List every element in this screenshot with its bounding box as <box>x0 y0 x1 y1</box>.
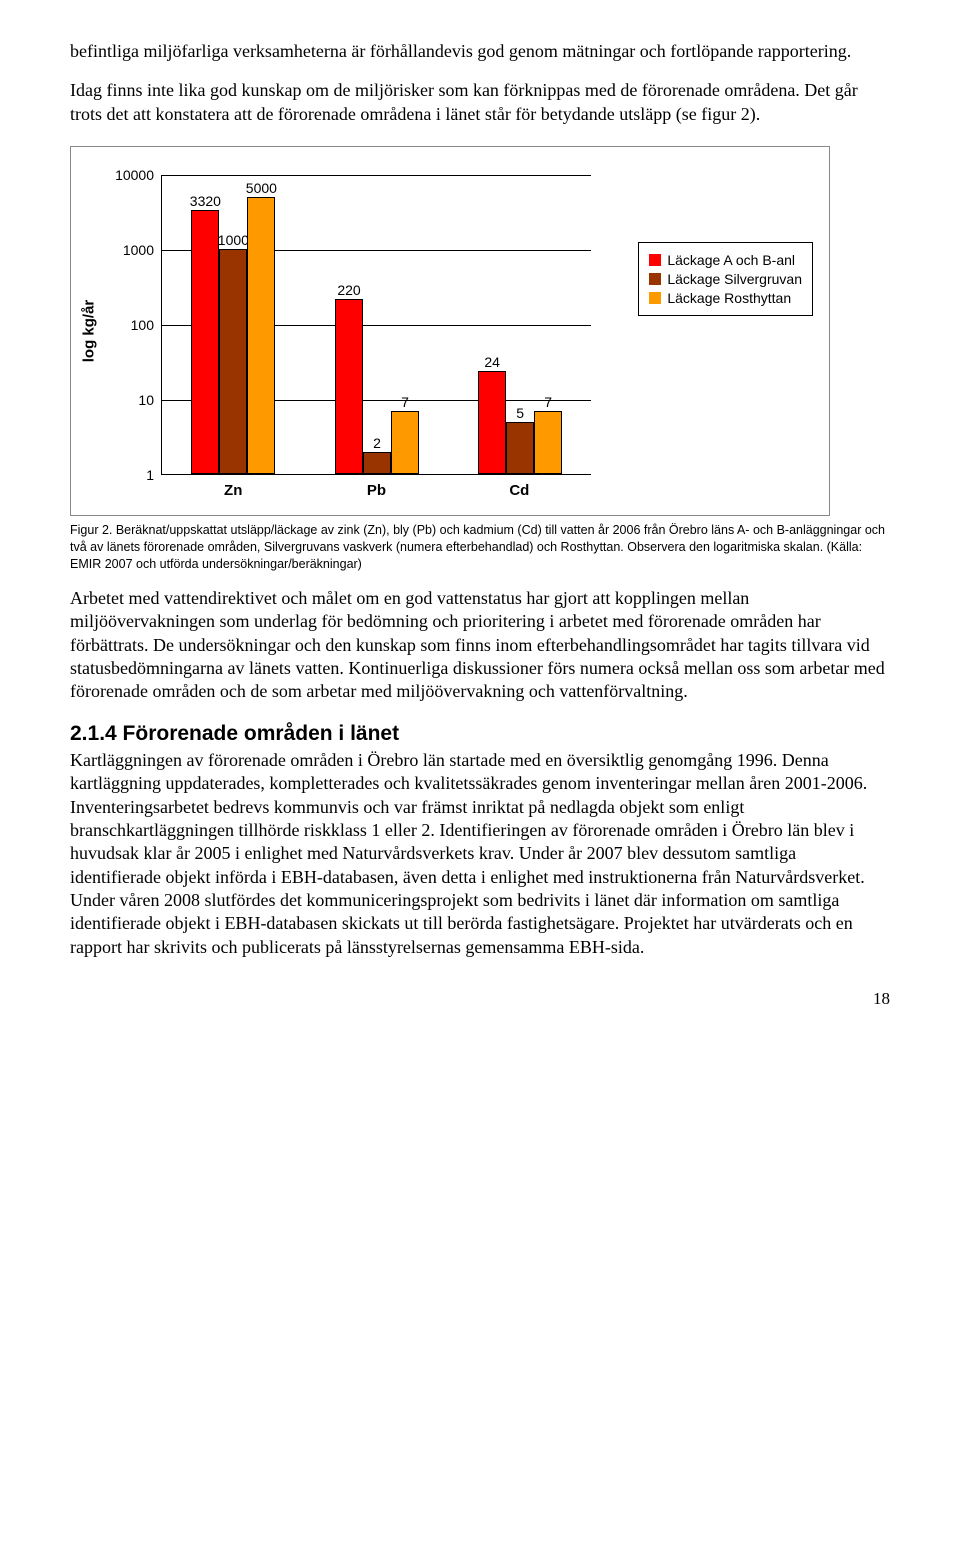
bar-value-label: 24 <box>484 354 500 372</box>
y-tick-label: 10000 <box>115 167 162 183</box>
legend-item: Läckage Rosthyttan <box>649 290 802 306</box>
bar: 7 <box>534 411 562 474</box>
bar: 3320 <box>191 210 219 474</box>
y-tick-label: 10 <box>138 392 162 408</box>
y-axis-label: log kg/år <box>81 300 98 363</box>
bar: 5000 <box>247 197 275 474</box>
bar-value-label: 1000 <box>218 232 249 250</box>
bar: 2 <box>363 452 391 475</box>
x-category-label: Pb <box>367 474 386 499</box>
bar: 7 <box>391 411 419 474</box>
chart-legend: Läckage A och B-anl Läckage Silvergruvan L… <box>638 242 813 316</box>
bar: 5 <box>506 422 534 474</box>
y-tick-label: 1000 <box>123 242 162 258</box>
bar: 24 <box>478 371 506 475</box>
bar-value-label: 5 <box>516 405 524 423</box>
legend-swatch <box>649 292 661 304</box>
legend-label: Läckage A och B-anl <box>667 252 795 268</box>
x-category-label: Cd <box>509 474 529 499</box>
bar-value-label: 3320 <box>190 193 221 211</box>
bar: 1000 <box>219 249 247 474</box>
bar-value-label: 7 <box>544 394 552 412</box>
y-tick-label: 1 <box>146 467 162 483</box>
bar-value-label: 7 <box>401 394 409 412</box>
paragraph-4: Kartläggningen av förorenade områden i Ö… <box>70 749 890 960</box>
gridline <box>162 175 591 176</box>
y-tick-label: 100 <box>131 317 162 333</box>
page-number: 18 <box>70 989 890 1009</box>
bar-value-label: 5000 <box>246 180 277 198</box>
paragraph-1: befintliga miljöfarliga verksamheterna ä… <box>70 40 890 63</box>
bar-value-label: 220 <box>337 282 360 300</box>
x-category-label: Zn <box>224 474 242 499</box>
figure-2-chart: log kg/år 110100100010000ZnPbCd332010005… <box>70 146 830 516</box>
plot-area: 110100100010000ZnPbCd3320100050002202724… <box>161 175 591 475</box>
bar-value-label: 2 <box>373 435 381 453</box>
legend-item: Läckage Silvergruvan <box>649 271 802 287</box>
section-heading-2-1-4: 2.1.4 Förorenade områden i länet <box>70 722 890 746</box>
paragraph-2: Idag finns inte lika god kunskap om de m… <box>70 79 890 126</box>
figure-2-caption: Figur 2. Beräknat/uppskattat utsläpp/läc… <box>70 522 890 573</box>
legend-swatch <box>649 273 661 285</box>
legend-label: Läckage Silvergruvan <box>667 271 802 287</box>
legend-swatch <box>649 254 661 266</box>
legend-label: Läckage Rosthyttan <box>667 290 791 306</box>
legend-item: Läckage A och B-anl <box>649 252 802 268</box>
paragraph-3: Arbetet med vattendirektivet och målet o… <box>70 587 890 704</box>
bar: 220 <box>335 299 363 475</box>
